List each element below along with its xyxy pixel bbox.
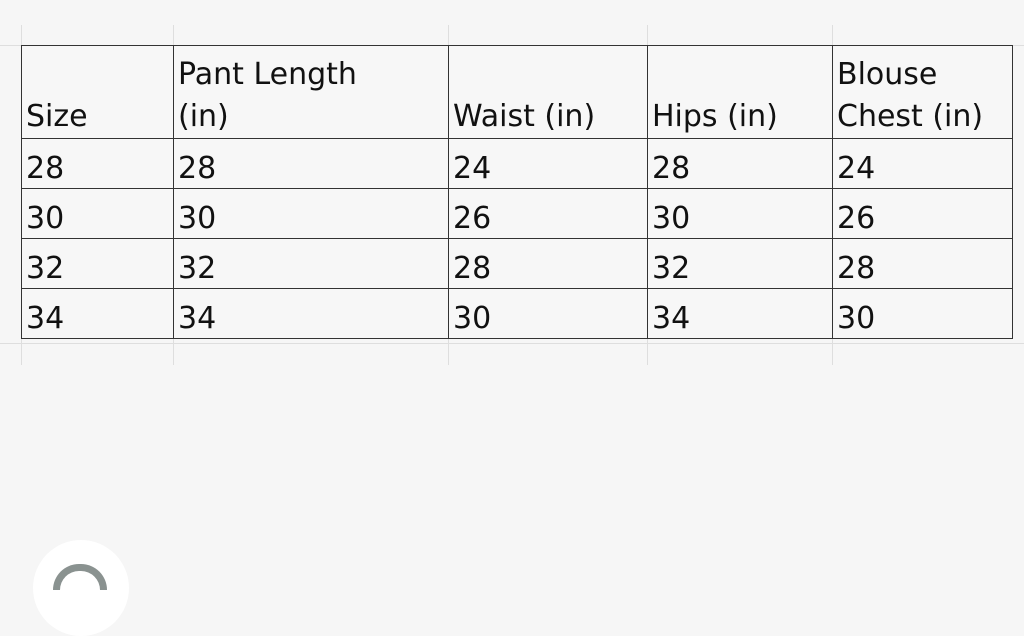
table-cell[interactable]: 32 [647,238,833,289]
header-blouse-chest[interactable]: Blouse Chest (in) [832,45,1013,139]
partial-ring-icon [53,564,107,590]
header-waist[interactable]: Waist (in) [448,45,648,139]
table-cell[interactable]: 26 [832,188,1013,239]
header-hips[interactable]: Hips (in) [647,45,833,139]
table-cell[interactable]: 34 [647,288,833,339]
header-pant-length[interactable]: Pant Length (in) [173,45,449,139]
table-cell[interactable]: 28 [448,238,648,289]
table-cell[interactable]: 24 [448,138,648,189]
table-cell[interactable]: 30 [21,188,174,239]
table-cell[interactable]: 28 [21,138,174,189]
table-row: 30 30 26 30 26 [21,188,1013,239]
table-cell[interactable]: 30 [647,188,833,239]
table-cell[interactable]: 30 [448,288,648,339]
table-cell[interactable]: 30 [173,188,449,239]
table-cell[interactable]: 28 [647,138,833,189]
table-row: 28 28 24 28 24 [21,138,1013,189]
table-row: 32 32 28 32 28 [21,238,1013,289]
table-row: 34 34 30 34 30 [21,288,1013,339]
header-size[interactable]: Size [21,45,174,139]
table-cell[interactable]: 30 [832,288,1013,339]
gridline [0,343,1024,344]
table-cell[interactable]: 26 [448,188,648,239]
table-cell[interactable]: 34 [21,288,174,339]
table-cell[interactable]: 28 [173,138,449,189]
table-cell[interactable]: 28 [832,238,1013,289]
size-chart-table: Size Pant Length (in) Waist (in) Hips (in… [21,45,1013,339]
table-cell[interactable]: 34 [173,288,449,339]
table-cell[interactable]: 32 [173,238,449,289]
floating-button[interactable] [33,540,129,636]
table-cell[interactable]: 32 [21,238,174,289]
table-cell[interactable]: 24 [832,138,1013,189]
header-row: Size Pant Length (in) Waist (in) Hips (in… [21,45,1013,139]
